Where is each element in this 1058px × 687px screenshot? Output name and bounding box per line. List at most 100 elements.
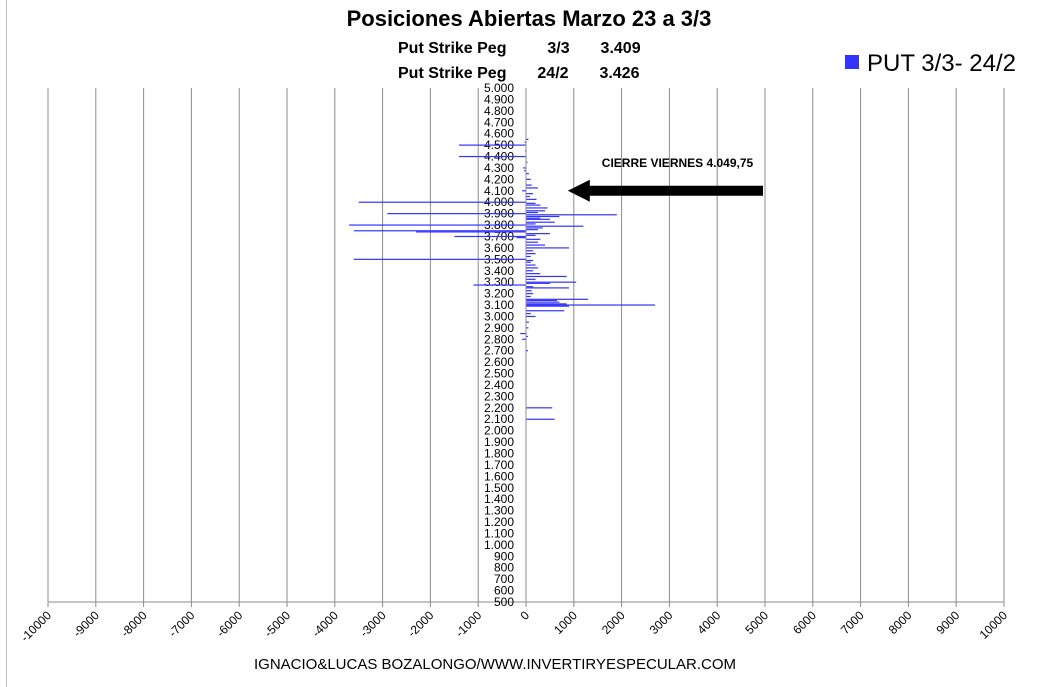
y-tick-label: 2.100 bbox=[484, 412, 514, 426]
data-bar bbox=[522, 338, 526, 340]
data-bar bbox=[526, 295, 531, 298]
data-bar bbox=[524, 141, 526, 143]
data-bar bbox=[526, 310, 565, 312]
data-bar bbox=[526, 211, 538, 214]
subtitle-line-2: Put Strike Peg 24/2 3.426 bbox=[398, 65, 639, 83]
data-bar bbox=[387, 213, 526, 215]
frame-left-border bbox=[6, 0, 7, 687]
data-bar bbox=[526, 244, 546, 246]
y-tick-label: 3.200 bbox=[484, 287, 514, 301]
y-tick-label: 4.700 bbox=[484, 115, 514, 129]
data-bar bbox=[526, 238, 541, 240]
data-bar bbox=[526, 210, 546, 212]
data-bar bbox=[526, 259, 534, 262]
data-bar bbox=[526, 225, 584, 227]
data-bar bbox=[526, 321, 529, 323]
x-tick-label: -6000 bbox=[214, 608, 246, 640]
y-tick-label: 4.300 bbox=[484, 161, 514, 175]
data-bar bbox=[459, 155, 526, 158]
y-tick-label: 3.600 bbox=[484, 241, 514, 255]
data-bar bbox=[523, 167, 526, 169]
data-bar bbox=[526, 275, 567, 278]
x-tick-label: 3000 bbox=[647, 608, 676, 637]
y-tick-label: 2.400 bbox=[484, 378, 514, 392]
y-tick-label: 700 bbox=[494, 572, 514, 586]
x-tick-label: 1000 bbox=[551, 608, 580, 637]
data-bar bbox=[526, 184, 532, 186]
y-tick-label: 2.500 bbox=[484, 367, 514, 381]
annotation-label: CIERRE VIERNES 4.049,75 bbox=[602, 156, 754, 170]
subtitle-line-1: Put Strike Peg 3/3 3.409 bbox=[398, 40, 641, 58]
y-tick-label: 5.000 bbox=[484, 81, 514, 95]
y-tick-label: 3.400 bbox=[484, 264, 514, 278]
data-bar bbox=[526, 315, 536, 318]
data-bar bbox=[526, 299, 558, 302]
x-tick-label: -3000 bbox=[357, 608, 389, 640]
data-bar bbox=[459, 144, 526, 146]
y-tick-label: 3.000 bbox=[484, 309, 514, 323]
data-bar bbox=[526, 281, 577, 283]
subtitle-1-label: Put Strike Peg bbox=[398, 40, 507, 57]
data-bar bbox=[526, 217, 541, 219]
data-bar bbox=[526, 198, 537, 200]
data-bar bbox=[524, 170, 526, 172]
y-tick-label: 1.000 bbox=[484, 538, 514, 552]
data-bar bbox=[526, 418, 555, 420]
data-bar bbox=[526, 327, 529, 329]
data-bar bbox=[526, 270, 534, 272]
data-bar bbox=[526, 250, 534, 252]
chart-title: Posiciones Abiertas Marzo 23 a 3/3 bbox=[346, 6, 712, 31]
data-bar bbox=[526, 173, 529, 175]
y-tick-label: 4.800 bbox=[484, 104, 514, 118]
annotation-arrow-head bbox=[567, 179, 590, 202]
data-bar bbox=[526, 204, 541, 206]
data-bar bbox=[353, 258, 526, 260]
data-bar bbox=[473, 284, 526, 286]
x-tick-label: -9000 bbox=[70, 608, 102, 640]
data-bar bbox=[358, 201, 526, 203]
x-tick-label: -1000 bbox=[453, 608, 485, 640]
data-bar bbox=[526, 335, 528, 338]
data-bar bbox=[349, 224, 526, 226]
data-bar bbox=[526, 214, 617, 216]
y-tick-label: 800 bbox=[494, 561, 514, 575]
y-tick-label: 1.400 bbox=[484, 492, 514, 506]
x-tick-label: 7000 bbox=[838, 608, 867, 637]
y-tick-label: 4.100 bbox=[484, 184, 514, 198]
subtitle-2-label: Put Strike Peg bbox=[398, 65, 507, 82]
data-bar bbox=[526, 202, 536, 204]
data-bar bbox=[526, 290, 532, 292]
data-bar bbox=[353, 230, 526, 232]
y-tick-label: 4.200 bbox=[484, 172, 514, 186]
data-bar bbox=[526, 241, 538, 243]
data-bar bbox=[526, 227, 543, 229]
subtitle-2-value: 3.426 bbox=[599, 65, 640, 82]
x-tick-label: 6000 bbox=[790, 608, 819, 637]
y-tick-label: 600 bbox=[494, 584, 514, 598]
data-bar bbox=[526, 218, 550, 220]
y-tick-label: 2.200 bbox=[484, 401, 514, 415]
y-tick-label: 1.200 bbox=[484, 515, 514, 529]
y-tick-label: 4.600 bbox=[484, 127, 514, 141]
data-bar bbox=[526, 286, 534, 288]
x-tick-label: 5000 bbox=[742, 608, 771, 637]
data-bar bbox=[526, 207, 548, 209]
y-tick-label: 1.500 bbox=[484, 481, 514, 495]
x-tick-label: -10000 bbox=[18, 608, 55, 645]
data-bar bbox=[526, 293, 534, 295]
x-tick-label: 8000 bbox=[886, 608, 915, 637]
data-bar bbox=[454, 235, 526, 238]
data-bar bbox=[526, 312, 531, 315]
data-bar bbox=[526, 234, 536, 236]
footer-credit: IGNACIO&LUCAS BOZALONGO/WWW.INVERTIRYESP… bbox=[253, 656, 737, 673]
data-bar bbox=[526, 282, 550, 284]
y-tick-label: 1.800 bbox=[484, 447, 514, 461]
y-tick-label: 2.900 bbox=[484, 321, 514, 335]
data-bar bbox=[526, 193, 534, 195]
data-bar bbox=[526, 178, 531, 180]
subtitle-2-date: 24/2 bbox=[537, 65, 569, 82]
data-bar bbox=[526, 138, 529, 140]
data-bar bbox=[526, 350, 528, 352]
y-tick-label: 900 bbox=[494, 549, 514, 563]
y-tick-label: 2.300 bbox=[484, 389, 514, 403]
